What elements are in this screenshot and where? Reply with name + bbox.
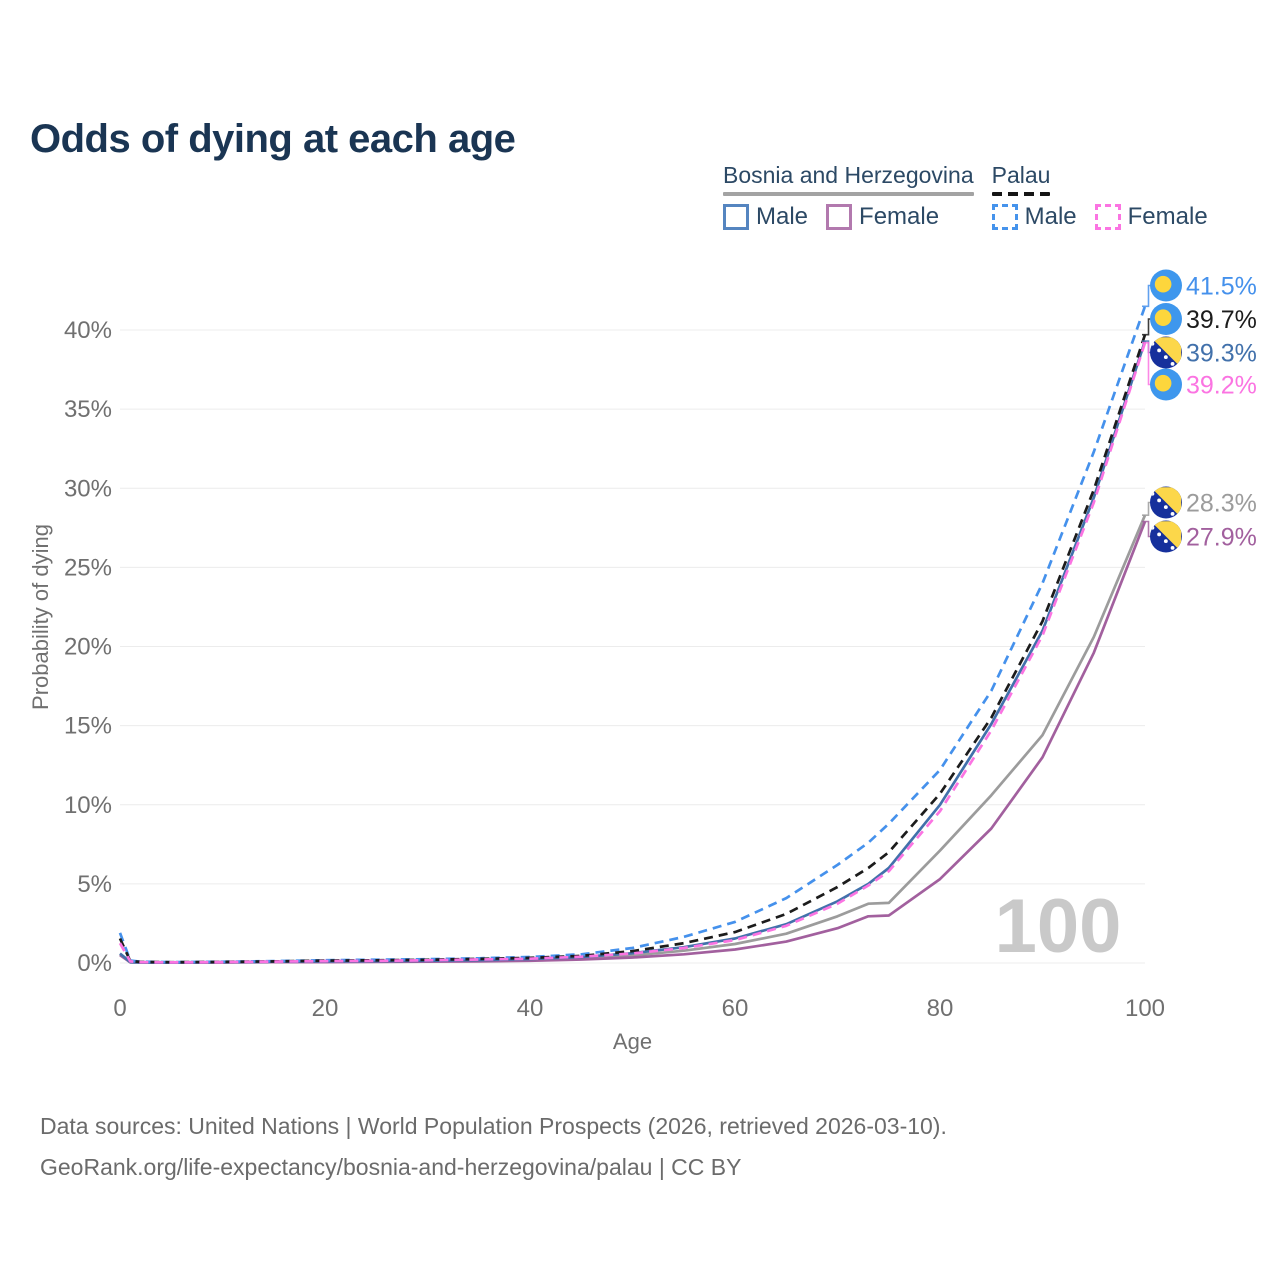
mortality-chart: 0% 5% 10% 15% 20% 25% 30% 35% 40% 0 20 40 60 80 100 Age… [28, 269, 1257, 1054]
y-tick-label-40pct: 40% [64, 317, 112, 344]
legend-item-palau-male[interactable]: Male [991, 203, 1077, 231]
series-line-bosnia-and-herzegovina-both[interactable] [119, 514, 1147, 965]
x-tick-label-40: 40 [517, 995, 544, 1022]
x-tick-label-100: 100 [1125, 995, 1165, 1022]
y-tick-label-5pct: 5% [77, 871, 112, 898]
female-solid-swatch-icon [826, 204, 853, 230]
footer-attribution-line: GeoRank.org/life-expectancy/bosnia-and-h… [40, 1154, 742, 1180]
y-tick-label-15pct: 15% [64, 713, 112, 740]
x-tick-label-60: 60 [722, 995, 749, 1022]
end-value-label-bosnia-and-herzegovina-female-female: 27.9% [1186, 524, 1257, 552]
end-value-label-bosnia-and-herzegovina-both: 28.3% [1186, 490, 1257, 518]
flag-icon-palau [1150, 368, 1182, 401]
legend-item-palau-female[interactable]: Female [1094, 203, 1208, 231]
series-line-palau-both[interactable] [118, 334, 1147, 964]
legend-item-label: Female [1127, 203, 1208, 230]
y-tick-label-30pct: 30% [64, 475, 112, 502]
y-tick-label-20pct: 20% [64, 634, 112, 661]
chart-legend: Bosnia and Herzegovina Male Female Palau [723, 162, 1208, 231]
end-value-label-palau-both: 39.7% [1186, 306, 1257, 334]
male-dashed-swatch-icon [991, 204, 1018, 230]
end-value-label-bosnia-and-herzegovina-male-male: 39.3% [1186, 340, 1257, 368]
male-solid-swatch-icon [723, 204, 749, 230]
solid-line-swatch-icon [723, 192, 974, 196]
page-title: Odds of dying at each age [30, 116, 516, 161]
legend-country-palau[interactable]: Palau [991, 162, 1051, 196]
data-sources-footer: Data sources: United Nations | World Pop… [40, 1106, 947, 1188]
flag-icon-palau [1150, 303, 1182, 335]
end-value-label-palau-male-male: 41.5% [1186, 273, 1257, 301]
flag-icon-bih [1150, 336, 1182, 369]
legend-group-palau: Palau Male Female [991, 162, 1208, 231]
watermark-age: 100 [995, 884, 1122, 969]
female-dashed-swatch-icon [1094, 204, 1121, 230]
x-tick-label-80: 80 [927, 995, 954, 1022]
series-line-bosnia-and-herzegovina-female-female[interactable] [119, 521, 1147, 965]
legend-item-label: Male [1024, 203, 1077, 230]
y-tick-label-35pct: 35% [64, 396, 112, 423]
series-line-palau-female-female[interactable] [118, 342, 1147, 964]
x-tick-label-0: 0 [113, 995, 126, 1022]
y-tick-label-0pct: 0% [77, 950, 112, 977]
legend-item-bosnia-female[interactable]: Female [826, 203, 939, 231]
legend-country-label: Palau [991, 162, 1051, 188]
legend-item-bosnia-male[interactable]: Male [723, 203, 808, 231]
footer-sources-line: Data sources: United Nations | World Pop… [40, 1113, 947, 1139]
legend-item-label: Female [859, 203, 940, 230]
y-tick-label-10pct: 10% [64, 792, 112, 819]
flag-icon-bih [1150, 486, 1182, 519]
x-tick-label-20: 20 [312, 995, 339, 1022]
series-line-palau-male-male[interactable] [118, 305, 1147, 964]
legend-item-label: Male [756, 203, 809, 230]
end-value-label-palau-female-female: 39.2% [1186, 372, 1257, 400]
legend-country-label: Bosnia and Herzegovina [723, 162, 974, 188]
legend-group-bosnia-and-herzegovina: Bosnia and Herzegovina Male Female [723, 162, 974, 231]
flag-icon-bih [1150, 520, 1182, 553]
x-axis-title: Age [613, 1029, 652, 1054]
legend-country-bosnia-and-herzegovina[interactable]: Bosnia and Herzegovina [723, 162, 974, 196]
flag-icon-palau [1150, 269, 1182, 302]
series-line-bosnia-and-herzegovina-male-male[interactable] [119, 340, 1147, 964]
y-tick-label-25pct: 25% [64, 554, 112, 581]
y-axis-title: Probability of dying [28, 524, 53, 710]
dashed-line-swatch-icon [991, 192, 1051, 196]
